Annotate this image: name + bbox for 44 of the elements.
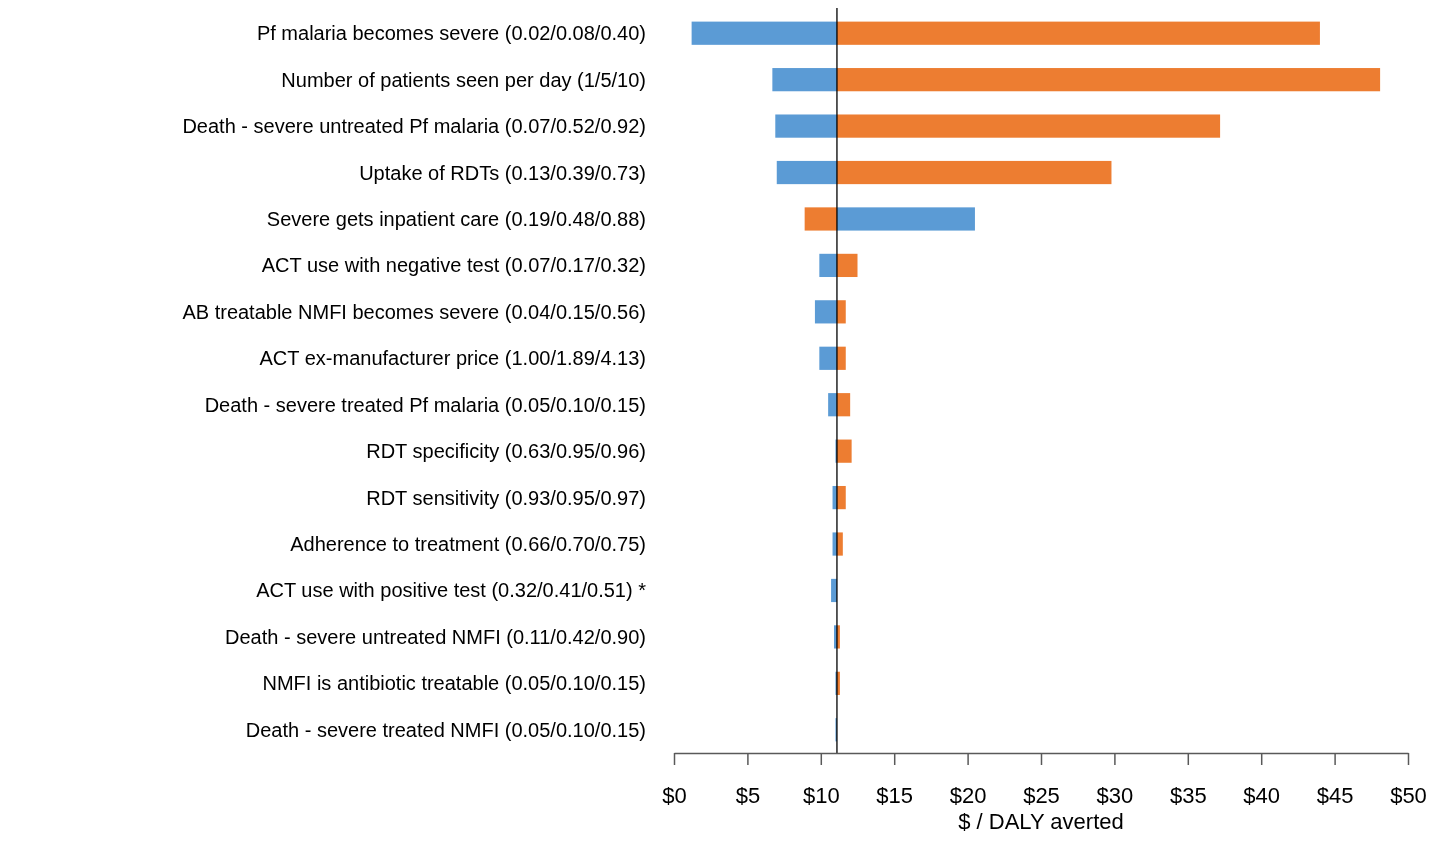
bar	[836, 68, 1381, 92]
bar	[836, 439, 852, 463]
y-tick-label: Severe gets inpatient care (0.19/0.48/0.88)	[266, 207, 646, 230]
x-tick-label: $45	[1316, 782, 1354, 808]
y-tick-label: ACT use with negative test (0.07/0.17/0.32)	[261, 254, 646, 277]
bar	[814, 300, 837, 324]
x-tick-label: $50	[1390, 782, 1427, 808]
x-tick-label: $25	[1023, 782, 1060, 808]
bar	[819, 253, 837, 278]
bar	[836, 114, 1221, 138]
y-tick-label: Death - severe treated NMFI (0.05/0.10/0.15)	[245, 718, 646, 741]
bar	[804, 207, 837, 231]
y-tick-label: NMFI is antibiotic treatable (0.05/0.10/0.15)	[262, 672, 646, 695]
y-tick-label: RDT sensitivity (0.93/0.95/0.97)	[366, 486, 646, 509]
y-tick-label: Death - severe untreated Pf malaria (0.07/0.52/0.92)	[182, 115, 646, 138]
y-tick-label: Uptake of RDTs (0.13/0.39/0.73)	[359, 161, 646, 184]
x-tick-label: $30	[1096, 782, 1134, 808]
bar	[836, 160, 1112, 185]
y-tick-label: Death - severe treated Pf malaria (0.05/0.10/0.15)	[204, 393, 646, 416]
x-tick-label: $10	[802, 782, 840, 808]
x-tick-label: $35	[1169, 782, 1207, 808]
x-axis-title: $ / DALY averted	[958, 809, 1124, 834]
y-tick-label: Adherence to treatment (0.66/0.70/0.75)	[290, 533, 646, 556]
y-tick-label: ACT use with positive test (0.32/0.41/0.51) *	[256, 579, 647, 602]
bar	[836, 21, 1320, 45]
bar	[776, 160, 837, 185]
y-tick-label: Pf malaria becomes severe (0.02/0.08/0.40)	[256, 22, 646, 45]
bar	[775, 114, 837, 138]
bar	[691, 21, 837, 45]
x-tick-label: $5	[735, 782, 761, 808]
y-tick-label: Death - severe untreated NMFI (0.11/0.42/0.90)	[225, 625, 646, 648]
x-tick-label: $0	[662, 782, 687, 808]
bar	[772, 68, 837, 92]
bar	[836, 393, 851, 417]
y-tick-label: Number of patients seen per day (1/5/10)	[281, 68, 646, 91]
bar	[819, 346, 837, 370]
x-tick-label: $40	[1243, 782, 1281, 808]
y-tick-label: ACT ex-manufacturer price (1.00/1.89/4.13)	[259, 347, 646, 370]
bar	[836, 253, 858, 278]
bar	[836, 207, 975, 231]
x-tick-label: $20	[949, 782, 987, 808]
y-tick-label: RDT specificity (0.63/0.95/0.96)	[366, 440, 646, 463]
x-tick-label: $15	[876, 782, 914, 808]
y-tick-label: AB treatable NMFI becomes severe (0.04/0.15/0.56)	[182, 300, 646, 323]
